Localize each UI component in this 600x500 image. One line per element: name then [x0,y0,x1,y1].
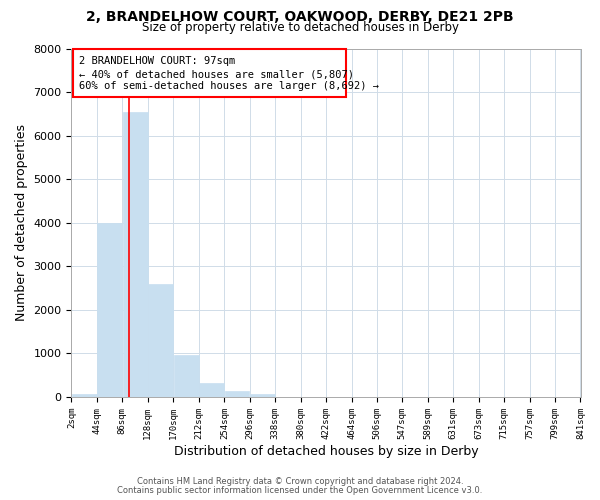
Text: 2, BRANDELHOW COURT, OAKWOOD, DERBY, DE21 2PB: 2, BRANDELHOW COURT, OAKWOOD, DERBY, DE2… [86,10,514,24]
Bar [199,382,224,397]
Y-axis label: Number of detached properties: Number of detached properties [15,124,28,322]
Bar [72,394,97,397]
Bar [97,223,122,397]
Bar [224,392,250,397]
Bar [250,394,275,397]
X-axis label: Distribution of detached houses by size in Derby: Distribution of detached houses by size … [173,444,478,458]
Text: 60% of semi-detached houses are larger (8,692) →: 60% of semi-detached houses are larger (… [79,81,379,91]
Text: 2 BRANDELHOW COURT: 97sqm: 2 BRANDELHOW COURT: 97sqm [79,56,235,66]
Bar [73,49,346,97]
Bar [148,284,173,397]
Bar [173,355,199,397]
Text: ← 40% of detached houses are smaller (5,807): ← 40% of detached houses are smaller (5,… [79,69,353,79]
Text: Contains HM Land Registry data © Crown copyright and database right 2024.: Contains HM Land Registry data © Crown c… [137,477,463,486]
Text: Contains public sector information licensed under the Open Government Licence v3: Contains public sector information licen… [118,486,482,495]
Bar [122,112,148,397]
Text: Size of property relative to detached houses in Derby: Size of property relative to detached ho… [142,21,458,34]
